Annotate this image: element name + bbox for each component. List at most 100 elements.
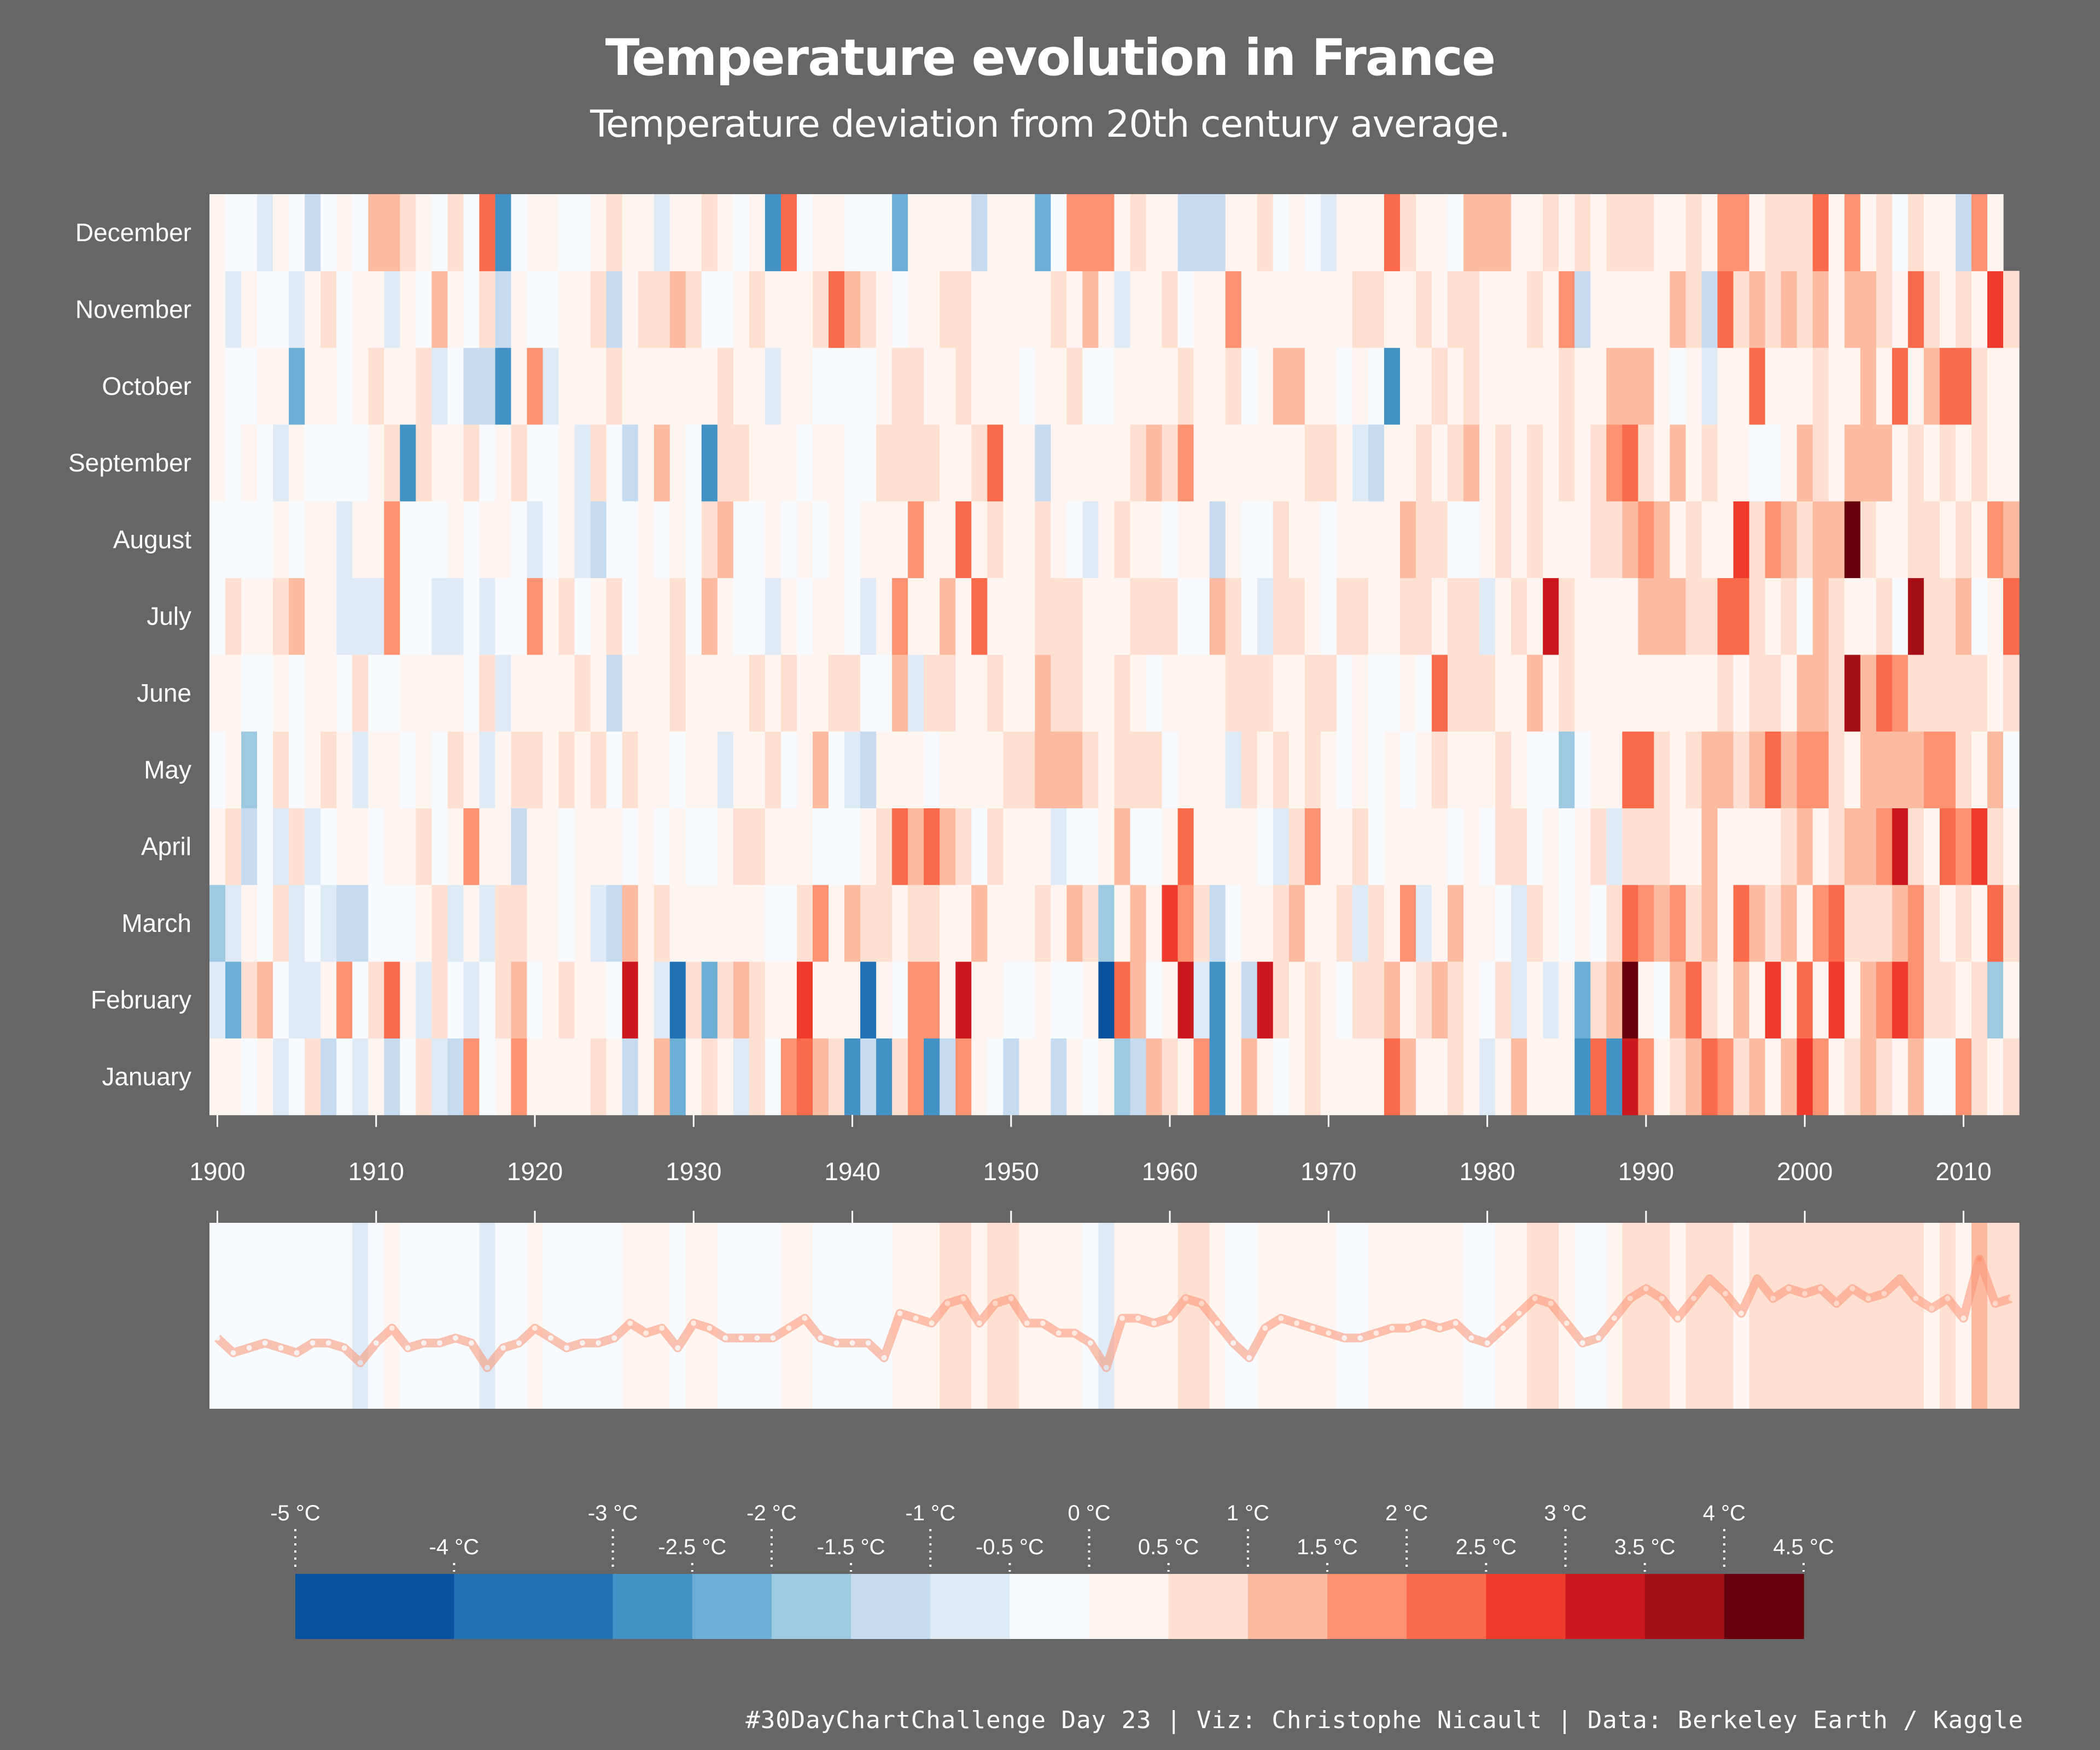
heatmap-cell	[749, 1038, 766, 1116]
annual-stripe	[479, 1223, 496, 1409]
heatmap-cell	[765, 961, 781, 1039]
heatmap-cell	[1162, 347, 1179, 425]
heatmap-cell	[558, 884, 575, 962]
heatmap-cell	[273, 808, 289, 885]
annual-anomaly-point	[691, 1320, 697, 1326]
heatmap-cell	[1955, 194, 1972, 271]
heatmap-cell	[1177, 271, 1194, 348]
heatmap-cell	[431, 961, 448, 1039]
heatmap-cell	[1257, 731, 1274, 808]
annual-anomaly-point	[1246, 1355, 1252, 1361]
heatmap-cell	[1162, 731, 1179, 808]
heatmap-cell	[1288, 961, 1305, 1039]
heatmap-cell	[352, 731, 369, 808]
annual-stripe	[257, 1223, 273, 1409]
heatmap-cell	[654, 808, 670, 885]
heatmap-cell	[225, 578, 242, 655]
heatmap-cell	[1193, 884, 1210, 962]
heatmap-cell	[1448, 654, 1464, 732]
heatmap-cell	[908, 501, 924, 579]
month-label: January	[102, 1063, 191, 1091]
heatmap-cell	[1304, 347, 1321, 425]
heatmap-cell	[844, 654, 861, 732]
heatmap-cell	[1622, 501, 1638, 579]
heatmap-cell	[1114, 347, 1131, 425]
heatmap-cell	[1098, 884, 1115, 962]
heatmap-cell	[1019, 424, 1035, 501]
heatmap-cell	[400, 808, 416, 885]
heatmap-cell	[495, 578, 512, 655]
heatmap-cell	[1019, 578, 1035, 655]
heatmap-cell	[955, 271, 972, 348]
heatmap-cell	[1844, 194, 1861, 271]
annual-anomaly-point	[262, 1340, 268, 1346]
annual-anomaly-point	[2008, 1296, 2014, 1302]
heatmap-cell	[1622, 424, 1638, 501]
heatmap-cell	[1670, 961, 1687, 1039]
heatmap-cell	[1225, 961, 1242, 1039]
heatmap-cell	[638, 501, 655, 579]
heatmap-cell	[892, 501, 908, 579]
heatmap-cell	[892, 271, 908, 348]
heatmap-cell	[1574, 194, 1591, 271]
heatmap-cell	[813, 578, 829, 655]
heatmap-cell	[1066, 347, 1083, 425]
heatmap-cell	[1066, 884, 1083, 962]
annual-stripe	[717, 1223, 734, 1409]
heatmap-cell	[733, 424, 750, 501]
heatmap-cell	[1130, 271, 1147, 348]
heatmap-cell	[1146, 961, 1163, 1039]
heatmap-cell	[431, 501, 448, 579]
heatmap-cell	[1209, 424, 1226, 501]
heatmap-cell	[1717, 731, 1734, 808]
heatmap-cell	[1796, 424, 1813, 501]
heatmap-cell	[352, 578, 369, 655]
heatmap-cell	[669, 731, 686, 808]
heatmap-cell	[1257, 501, 1274, 579]
heatmap-cell	[1209, 731, 1226, 808]
heatmap-cell	[1257, 808, 1274, 885]
heatmap-cell	[622, 884, 639, 962]
annual-stripe	[1384, 1223, 1401, 1409]
heatmap-cell	[1955, 654, 1972, 732]
heatmap-cell	[1987, 731, 2004, 808]
heatmap-cell	[1860, 1038, 1877, 1116]
heatmap-cell	[1193, 271, 1210, 348]
heatmap-cell	[638, 194, 655, 271]
heatmap-cell	[813, 731, 829, 808]
heatmap-cell	[305, 501, 321, 579]
heatmap-cell	[1098, 961, 1115, 1039]
heatmap-cell	[1225, 347, 1242, 425]
heatmap-cell	[1908, 731, 1924, 808]
heatmap-cell	[1606, 961, 1623, 1039]
heatmap-cell	[1146, 271, 1163, 348]
annual-stripe	[384, 1223, 400, 1409]
annual-stripe	[669, 1223, 686, 1409]
legend-swatch	[1644, 1574, 1725, 1639]
heatmap-cell	[1892, 961, 1909, 1039]
heatmap-cell	[1701, 808, 1718, 885]
heatmap-cell	[1812, 578, 1829, 655]
annual-anomaly-point	[1881, 1291, 1887, 1297]
heatmap-cell	[1162, 1038, 1179, 1116]
heatmap-cell	[1177, 194, 1194, 271]
heatmap-cell	[1399, 1038, 1416, 1116]
heatmap-cell	[1796, 808, 1813, 885]
heatmap-cell	[225, 884, 242, 962]
annual-anomaly-point	[580, 1340, 586, 1346]
heatmap-cell	[876, 884, 892, 962]
annual-anomaly-point	[1548, 1300, 1554, 1306]
heatmap-cell	[1559, 424, 1575, 501]
heatmap-cell	[1654, 347, 1671, 425]
heatmap-cell	[813, 884, 829, 962]
heatmap-cell	[1971, 654, 1988, 732]
heatmap-cell	[829, 654, 845, 732]
heatmap-cell	[1304, 731, 1321, 808]
legend-tick-label: -3 °C	[588, 1501, 638, 1525]
heatmap-cell	[940, 808, 956, 885]
heatmap-cell	[1749, 501, 1766, 579]
heatmap-cell	[1273, 654, 1290, 732]
annual-stripe	[1749, 1223, 1766, 1409]
heatmap-cell	[1543, 808, 1559, 885]
heatmap-cell	[1876, 501, 1893, 579]
